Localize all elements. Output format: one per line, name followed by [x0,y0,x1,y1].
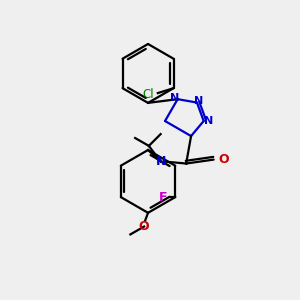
Text: O: O [218,153,229,166]
Text: O: O [139,220,149,233]
Text: N: N [194,96,204,106]
Text: N: N [204,116,213,126]
Text: N: N [155,155,166,168]
Text: F: F [159,190,167,204]
Text: Cl: Cl [142,88,154,100]
Text: N: N [170,93,179,103]
